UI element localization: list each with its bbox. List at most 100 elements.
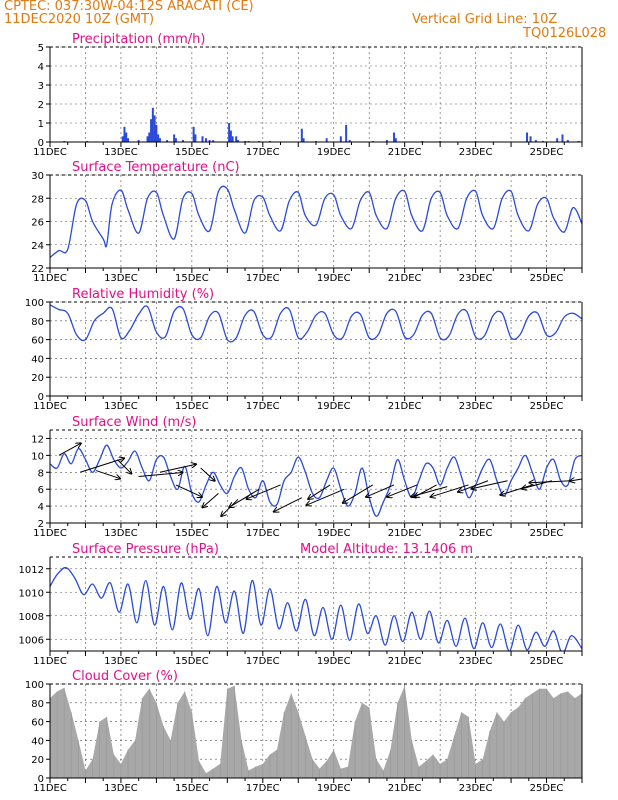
precip-bar	[348, 140, 351, 142]
precip-xtick-label: 11DEC	[33, 147, 67, 158]
precip-ytick-label: 1	[38, 119, 44, 130]
precip-bar	[212, 140, 215, 142]
wind-vector	[175, 484, 202, 497]
precip-bar	[173, 134, 176, 142]
precip-xtick-label: 19DEC	[317, 147, 351, 158]
precip-bar	[174, 138, 177, 142]
wind-vector	[308, 484, 331, 499]
rh-xtick-label: 15DEC	[175, 401, 209, 412]
rh-xtick-label: 11DEC	[33, 401, 67, 412]
rh-xtick-label: 19DEC	[317, 401, 351, 412]
precip-bar	[166, 140, 169, 142]
wind-vector	[221, 498, 239, 516]
pressure-xtick-label: 23DEC	[459, 656, 493, 667]
precip-ytick-label: 4	[38, 62, 44, 73]
wind-ytick-label: 4	[38, 502, 44, 513]
rh-xtick-label: 23DEC	[459, 401, 493, 412]
pressure-xtick-label: 11DEC	[33, 656, 67, 667]
rh-series-line	[50, 304, 582, 343]
temp-xtick-label: 25DEC	[530, 273, 564, 284]
wind-vector	[411, 486, 448, 497]
rh-title: Relative Humidity (%)	[72, 287, 214, 302]
wind-xtick-label: 11DEC	[33, 528, 67, 539]
cloud-ytick-label: 20	[31, 755, 44, 766]
precip-bar	[235, 136, 238, 142]
temp-xtick-label: 19DEC	[317, 273, 351, 284]
pressure-xtick-label: 25DEC	[530, 656, 564, 667]
precip-bar	[150, 119, 153, 142]
wind-vector	[202, 493, 219, 507]
precip-bar	[325, 138, 328, 142]
precip-bar	[153, 115, 156, 142]
wind-ytick-label: 10	[31, 451, 44, 462]
temp-xtick-label: 17DEC	[246, 273, 280, 284]
temp-ytick-label: 24	[31, 241, 44, 252]
wind-xtick-label: 25DEC	[530, 528, 564, 539]
temp-ytick-label: 26	[31, 218, 44, 229]
wind-vector	[366, 484, 395, 497]
cloud-xtick-label: 11DEC	[33, 783, 67, 794]
wind-series-line	[50, 444, 582, 517]
wind-vector	[159, 464, 196, 473]
temp-ytick-label: 28	[31, 194, 44, 205]
pressure-title: Surface Pressure (hPa)	[72, 542, 219, 557]
pressure-xtick-label: 13DEC	[104, 656, 138, 667]
wind-vector	[472, 480, 508, 489]
precip-bar	[394, 138, 397, 142]
wind-vector	[79, 458, 124, 473]
precip-bar	[148, 132, 151, 142]
precip-xtick-label: 25DEC	[530, 147, 564, 158]
cloud-xtick-label: 19DEC	[317, 783, 351, 794]
rh-xtick-label: 17DEC	[246, 401, 280, 412]
precip-bar	[534, 140, 537, 142]
wind-ytick-label: 8	[38, 468, 44, 479]
precip-bar	[339, 136, 342, 142]
rh-ytick-label: 40	[31, 354, 44, 365]
precip-bar	[385, 140, 388, 142]
precip-bar	[566, 140, 569, 142]
precip-bar	[228, 123, 231, 142]
station-line: CPTEC: 037:30W-04:12S ARACATI (CE)	[4, 0, 254, 14]
pressure-annotation: Model Altitude: 13.1406 m	[300, 542, 473, 557]
precip-title: Precipitation (mm/h)	[72, 32, 205, 47]
precip-bar	[236, 140, 239, 142]
wind-vector	[387, 484, 418, 497]
rh-ytick-label: 20	[31, 373, 44, 384]
rh-xtick-label: 13DEC	[104, 401, 138, 412]
temp-xtick-label: 15DEC	[175, 273, 209, 284]
rh-ytick-label: 0	[38, 392, 44, 403]
wind-title: Surface Wind (m/s)	[72, 415, 196, 430]
wind-xtick-label: 15DEC	[175, 528, 209, 539]
wind-vector	[95, 470, 120, 479]
precip-xtick-label: 13DEC	[104, 147, 138, 158]
precip-ytick-label: 2	[38, 100, 44, 111]
precip-bar	[561, 134, 564, 142]
precip-bar	[201, 136, 204, 142]
wind-xtick-label: 17DEC	[246, 528, 280, 539]
cloud-xtick-label: 21DEC	[388, 783, 422, 794]
precip-xtick-label: 15DEC	[175, 147, 209, 158]
pressure-ytick-label: 1010	[19, 588, 44, 599]
precip-bar	[158, 138, 161, 142]
wind-ytick-label: 6	[38, 485, 44, 496]
pressure-ytick-label: 1006	[19, 635, 44, 646]
wind-vector	[200, 467, 215, 481]
cloud-xtick-label: 15DEC	[175, 783, 209, 794]
chart-header: CPTEC: 037:30W-04:12S ARACATI (CE) 11DEC…	[0, 0, 618, 45]
wind-vector	[529, 481, 572, 483]
temp-series-line	[50, 185, 582, 259]
temp-title: Surface Temperature (nC)	[72, 160, 240, 175]
precip-ytick-label: 5	[38, 43, 44, 54]
cloud-title: Cloud Cover (%)	[72, 669, 178, 684]
wind-ytick-label: 12	[31, 434, 44, 445]
precip-xtick-label: 21DEC	[388, 147, 422, 158]
rh-ytick-label: 80	[31, 317, 44, 328]
precip-bar	[208, 140, 211, 142]
wind-xtick-label: 21DEC	[388, 528, 422, 539]
wind-vector	[138, 473, 183, 477]
precip-bar	[121, 136, 124, 142]
precip-bar	[194, 134, 197, 142]
temp-xtick-label: 21DEC	[388, 273, 422, 284]
precip-ytick-label: 0	[38, 138, 44, 149]
precip-bar	[127, 138, 130, 142]
